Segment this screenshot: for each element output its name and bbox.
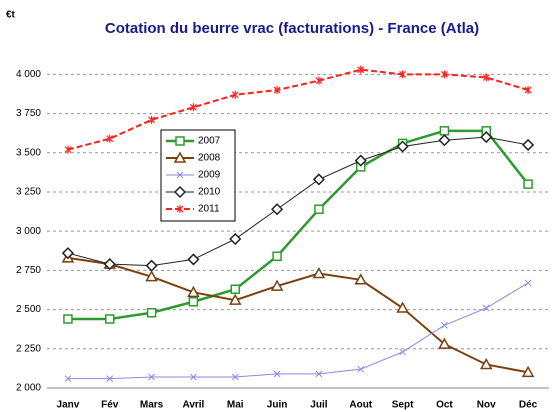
point-marker [482,304,490,312]
point-marker [396,140,409,153]
point-marker [105,314,115,324]
legend-label: 2009 [198,170,221,181]
legend-marker [173,151,187,163]
y-tick-label: 2 750 [16,265,41,276]
point-marker [145,270,158,282]
legend-marker [176,205,184,213]
point-marker [399,348,406,356]
point-marker [439,126,450,136]
point-marker [273,370,281,378]
legend-label: 2007 [198,136,221,147]
point-marker [524,86,532,95]
point-marker [524,279,532,287]
series-line [67,136,529,267]
y-tick-label: 2 250 [16,343,41,354]
point-marker [441,321,448,329]
point-marker [521,365,535,378]
point-marker [357,65,365,74]
y-tick-label: 3 250 [16,187,41,198]
point-marker [187,285,200,298]
y-tick-label: 3 750 [16,108,41,119]
y-tick-label: 2 000 [16,383,41,394]
x-tick-label: Mars [140,400,164,411]
x-tick-label: Aout [349,400,372,411]
point-marker [231,90,239,99]
chart-title: Cotation du beurre vrac (facturations) -… [105,20,479,37]
point-marker [354,273,368,285]
point-marker [479,357,493,370]
legend-marker [175,136,185,146]
point-marker [270,279,284,291]
point-marker [103,258,116,271]
point-marker [228,293,242,305]
x-tick-label: Avril [182,400,204,411]
legend-marker [173,185,187,199]
point-marker [230,284,240,294]
y-tick-label: 3 000 [16,226,41,237]
point-marker [231,373,239,381]
legend-label: 2011 [198,204,220,215]
point-marker [61,247,74,260]
point-marker [396,301,409,313]
point-marker [354,154,367,167]
legend-marker [176,171,184,179]
point-marker [399,70,407,79]
point-marker [64,145,72,154]
point-marker [271,203,284,216]
point-marker [146,307,157,318]
x-tick-label: Oct [436,400,453,411]
point-marker [314,204,324,214]
legend-label: 2010 [198,187,221,198]
x-tick-label: Juin [267,400,288,411]
x-tick-label: Déc [519,400,538,411]
point-marker [315,370,323,378]
point-marker [272,251,282,262]
point-marker [523,179,533,189]
series-line [67,68,529,151]
point-marker [482,73,490,82]
point-marker [273,86,281,95]
point-marker [145,259,158,272]
point-marker [438,134,451,147]
point-marker [148,115,156,124]
point-marker [188,297,199,307]
point-marker [440,70,448,79]
y-tick-label: 2 500 [16,304,41,315]
point-marker [189,103,197,112]
point-marker [63,314,73,324]
x-tick-label: Mai [227,400,244,411]
series-line [67,282,529,380]
point-marker [480,131,493,144]
point-marker [229,232,242,246]
point-marker [357,365,365,373]
point-marker [312,266,326,279]
y-tick-label: 4 000 [16,69,41,80]
point-marker [64,375,72,382]
x-tick-label: Sept [392,400,414,411]
series-line [67,256,529,374]
y-tick-label: 3 500 [16,147,41,158]
point-marker [190,373,197,381]
x-tick-label: Fév [101,400,119,411]
series-line [67,129,530,321]
x-tick-label: Juil [310,400,327,411]
point-marker [187,253,200,266]
y-axis-label: €t [6,10,16,21]
x-tick-label: Nov [477,400,496,411]
point-marker [438,337,451,349]
legend-label: 2008 [198,153,221,164]
x-tick-label: Janv [57,400,80,411]
point-marker [106,375,114,382]
point-marker [315,76,323,85]
point-marker [312,173,325,186]
point-marker [148,373,155,381]
point-marker [522,138,535,151]
point-marker [106,134,114,143]
